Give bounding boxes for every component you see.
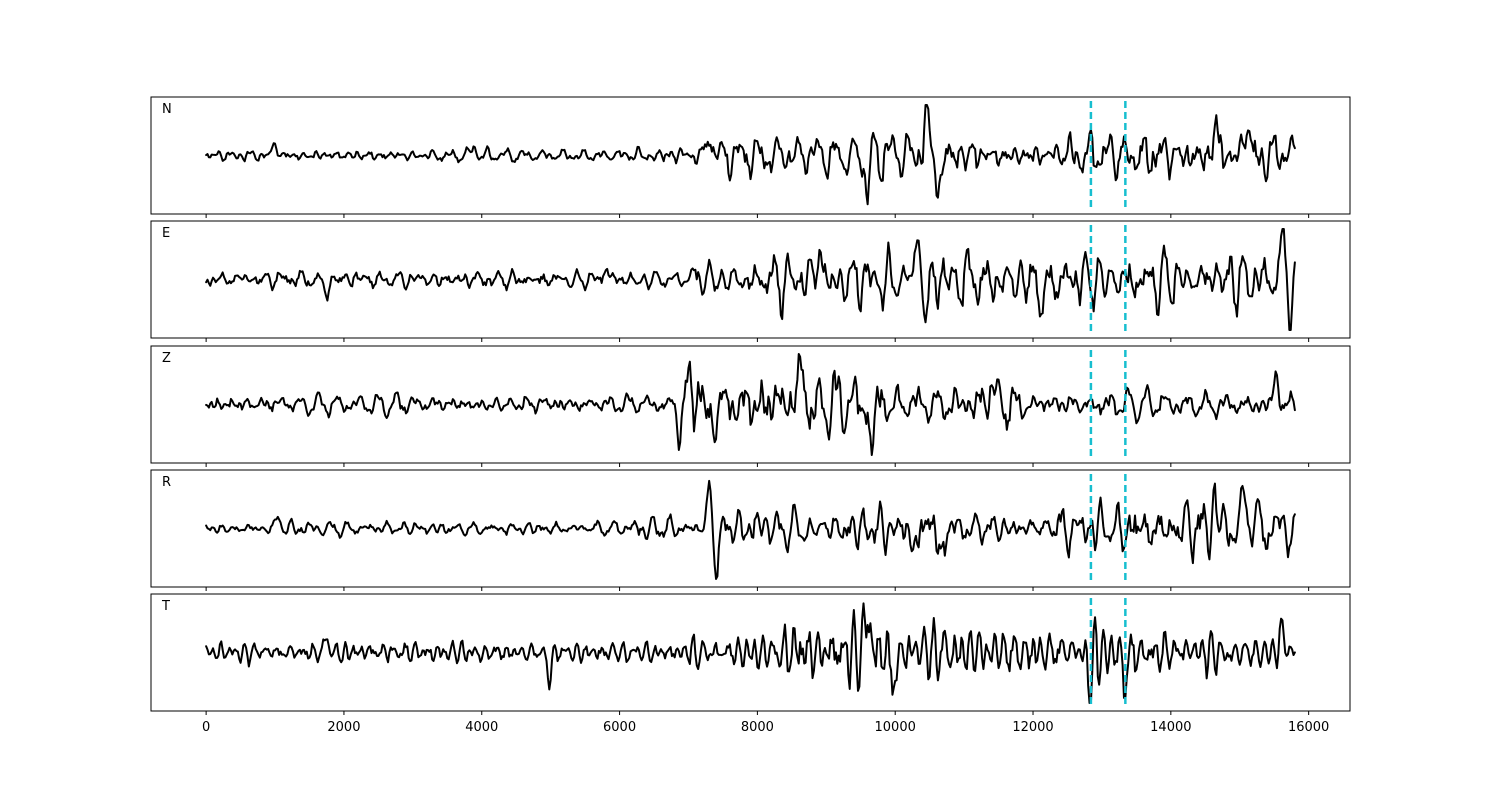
x-tick-label: 12000: [1012, 720, 1053, 735]
panel-label: N: [162, 102, 172, 117]
panel-frame: [150, 593, 1351, 712]
panel-label: E: [162, 226, 170, 241]
trace-z: [205, 353, 1296, 456]
x-tick-label: 6000: [603, 720, 636, 735]
panel-z: Z: [150, 345, 1351, 467]
x-tick-label: 0: [202, 720, 210, 735]
x-tick-label: 2000: [327, 720, 360, 735]
x-tick-label: 14000: [1150, 720, 1191, 735]
panel-frame: [150, 96, 1351, 215]
panel-t: T: [150, 593, 1351, 715]
panel-frame: [150, 469, 1351, 588]
panel-r: R: [150, 469, 1351, 591]
panel-label: T: [161, 599, 170, 614]
panel-label: R: [162, 475, 171, 490]
panel-label: Z: [162, 351, 171, 366]
panel-e: E: [150, 220, 1351, 342]
panel-frame: [150, 345, 1351, 464]
panel-n: N: [150, 96, 1351, 218]
trace-n: [205, 104, 1296, 206]
trace-e: [205, 228, 1296, 331]
panel-frame: [150, 220, 1351, 339]
x-tick-label: 10000: [875, 720, 916, 735]
trace-r: [205, 479, 1296, 580]
x-tick-label: 8000: [741, 720, 774, 735]
x-tick-label: 16000: [1288, 720, 1329, 735]
trace-t: [205, 602, 1296, 704]
x-tick-label: 4000: [465, 720, 498, 735]
